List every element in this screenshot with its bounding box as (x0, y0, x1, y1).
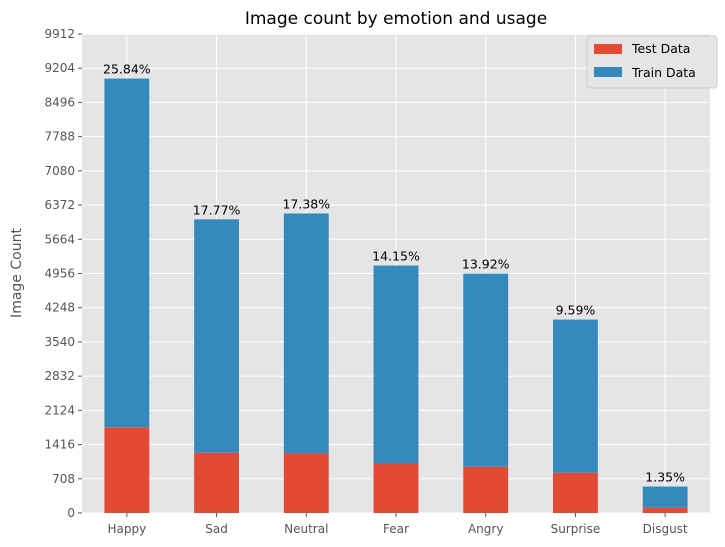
y-tick-label: 2124 (44, 403, 75, 417)
x-tick-label: Sad (205, 522, 228, 536)
y-tick-label: 4248 (44, 301, 75, 315)
bar-test (373, 463, 419, 513)
y-tick-label: 708 (52, 472, 75, 486)
bar-test (463, 466, 509, 513)
bar-test (194, 452, 239, 513)
y-tick-label: 7080 (44, 164, 75, 178)
bar-percent-label: 17.38% (282, 196, 330, 211)
x-tick-label: Neutral (284, 522, 328, 536)
y-tick-label: 1416 (44, 438, 75, 452)
bar-test (553, 472, 598, 513)
bar-test (642, 507, 688, 513)
legend-label-train: Train Data (631, 65, 696, 80)
y-tick-label: 0 (67, 506, 75, 520)
y-tick-label: 8496 (44, 95, 75, 109)
legend-swatch-test (594, 44, 622, 54)
x-tick-label: Fear (383, 522, 409, 536)
bar-percent-label: 17.77% (193, 202, 241, 217)
y-axis-ticks: 0 708 1416 2124 2832 3540 4248 4956 5664 6372 7080… (44, 27, 82, 520)
bar-percent-label: 14.15% (372, 249, 420, 264)
bar-train (194, 219, 239, 453)
legend: Test Data Train Data (586, 35, 718, 89)
bar-train (283, 213, 329, 454)
bar-train (553, 319, 598, 473)
bar-test (283, 453, 329, 513)
y-tick-label: 2832 (44, 369, 75, 383)
y-tick-label: 9204 (44, 61, 75, 75)
x-axis-ticks: Happy Sad Neutral Fear Angry Surprise Disgust (107, 513, 688, 536)
x-tick-label: Surprise (551, 522, 601, 536)
x-tick-label: Happy (107, 522, 146, 536)
y-tick-label: 4956 (44, 267, 75, 281)
bar-percent-label: 13.92% (462, 257, 510, 272)
y-axis-label: Image Count (9, 228, 25, 318)
y-tick-label: 3540 (44, 335, 75, 349)
bar-group (104, 78, 688, 513)
bar-train (642, 486, 688, 508)
x-tick-label: Disgust (643, 522, 688, 536)
bar-percent-label: 1.35% (645, 470, 685, 485)
y-tick-label: 5664 (44, 232, 75, 246)
bar-percent-label: 9.59% (556, 303, 596, 318)
y-tick-label: 7788 (44, 130, 75, 144)
bar-percent-label: 25.84% (103, 62, 151, 77)
bar-train (373, 265, 419, 464)
y-tick-label: 9912 (44, 27, 75, 41)
bar-train (463, 273, 509, 467)
chart-title: Image count by emotion and usage (245, 9, 547, 29)
y-tick-label: 6372 (44, 198, 75, 212)
bar-test (104, 427, 150, 513)
bar-train (104, 78, 150, 428)
legend-label-test: Test Data (631, 41, 690, 56)
legend-swatch-train (594, 67, 622, 77)
x-tick-label: Angry (468, 522, 503, 536)
bar-label-group: 25.84% 17.77% 17.38% 14.15% 13.92% 9.59% 1.35% (103, 62, 685, 485)
